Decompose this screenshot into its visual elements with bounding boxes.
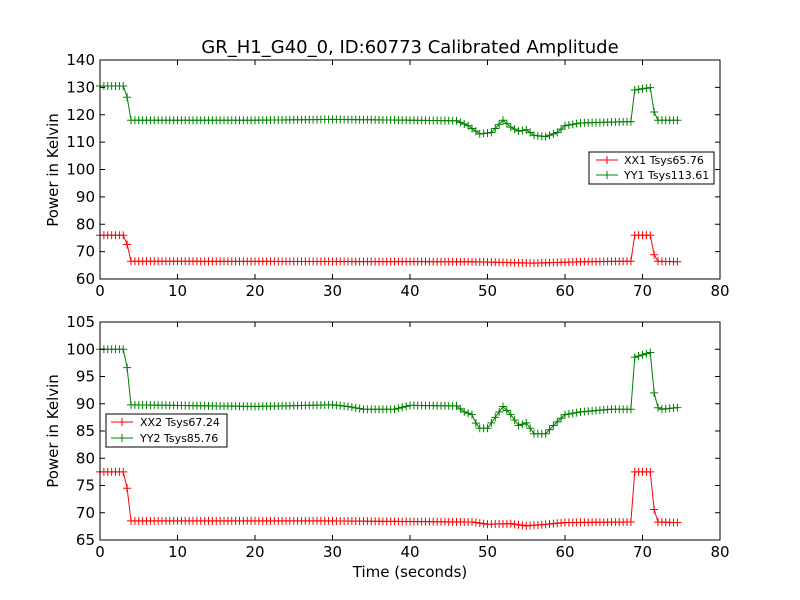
y-tick-label: 140 (66, 51, 95, 69)
y-tick-label: 85 (76, 422, 95, 440)
x-tick-label: 0 (95, 543, 105, 561)
x-tick-label: 30 (323, 282, 342, 300)
series-line-1-0 (100, 471, 678, 527)
bottom-plot-y-axis-label: Power in Kelvin (44, 374, 62, 488)
chart-title: GR_H1_G40_0, ID:60773 Calibrated Amplitu… (201, 37, 618, 58)
top-plot-legend: XX1 Tsys65.76 YY1 Tsys113.61 (588, 151, 715, 185)
y-tick-label: 75 (76, 477, 95, 495)
bottom-plot-legend-box (105, 413, 228, 448)
y-tick-label: 100 (66, 161, 95, 179)
legend-label-xx2: XX2 Tsys67.24 (140, 416, 220, 429)
x-tick-label: 80 (710, 543, 729, 561)
x-tick-label: 70 (633, 282, 652, 300)
x-tick-label: 40 (400, 543, 419, 561)
x-tick-label: 30 (323, 543, 342, 561)
legend-marker-xx2 (118, 418, 126, 426)
y-tick-label: 90 (76, 395, 95, 413)
y-tick-label: 95 (76, 368, 95, 386)
y-tick-label: 120 (66, 106, 95, 124)
y-tick-label: 90 (76, 188, 95, 206)
y-tick-label: 100 (66, 340, 95, 358)
y-tick-label: 60 (76, 270, 95, 288)
x-tick-label: 0 (95, 282, 105, 300)
x-tick-label: 70 (633, 543, 652, 561)
y-tick-label: 80 (76, 215, 95, 233)
legend-marker-yy2 (118, 434, 126, 442)
x-tick-label: 80 (710, 282, 729, 300)
y-tick-label: 70 (76, 243, 95, 261)
x-tick-label: 20 (245, 543, 264, 561)
top-plot: 0 10 20 30 40 50 60 70 80 60 70 80 90 100 110 120 130 140… (44, 51, 730, 300)
series-line-0-1 (100, 85, 678, 138)
legend-marker-xx1 (603, 156, 611, 164)
bottom-plot-series-group (96, 345, 682, 530)
top-plot-ticks: 0 10 20 30 40 50 60 70 80 60 70 80 90 100 110 120 130 140 (66, 51, 729, 300)
top-plot-legend-box (588, 151, 715, 185)
x-tick-label: 10 (168, 543, 187, 561)
x-tick-label: 50 (478, 543, 497, 561)
x-tick-label: 50 (478, 282, 497, 300)
bottom-plot-x-axis-label: Time (seconds) (352, 563, 468, 581)
x-tick-label: 60 (555, 282, 574, 300)
x-tick-label: 20 (245, 282, 264, 300)
bottom-plot: 0 10 20 30 40 50 60 70 80 65 70 75 80 85 90 95 100 105 Po… (44, 313, 730, 581)
legend-label-yy1: YY1 Tsys113.61 (623, 169, 709, 182)
series-line-0-0 (100, 234, 678, 264)
x-tick-label: 40 (400, 282, 419, 300)
legend-label-xx1: XX1 Tsys65.76 (624, 154, 704, 167)
top-plot-y-axis-label: Power in Kelvin (44, 113, 62, 227)
x-tick-label: 10 (168, 282, 187, 300)
legend-marker-yy1 (603, 171, 611, 179)
series-markers-1-0 (96, 467, 682, 530)
y-tick-label: 80 (76, 449, 95, 467)
series-markers-0-1 (96, 82, 682, 141)
bottom-plot-ticks: 0 10 20 30 40 50 60 70 80 65 70 75 80 85 90 95 100 105 (66, 313, 729, 561)
y-tick-label: 105 (66, 313, 95, 331)
y-tick-label: 65 (76, 531, 95, 549)
y-tick-label: 70 (76, 504, 95, 522)
bottom-plot-legend: XX2 Tsys67.24 YY2 Tsys85.76 (105, 413, 228, 448)
y-tick-label: 130 (66, 78, 95, 96)
series-markers-0-0 (96, 231, 682, 268)
x-tick-label: 60 (555, 543, 574, 561)
y-tick-label: 110 (66, 133, 95, 151)
legend-label-yy2: YY2 Tsys85.76 (139, 432, 218, 445)
